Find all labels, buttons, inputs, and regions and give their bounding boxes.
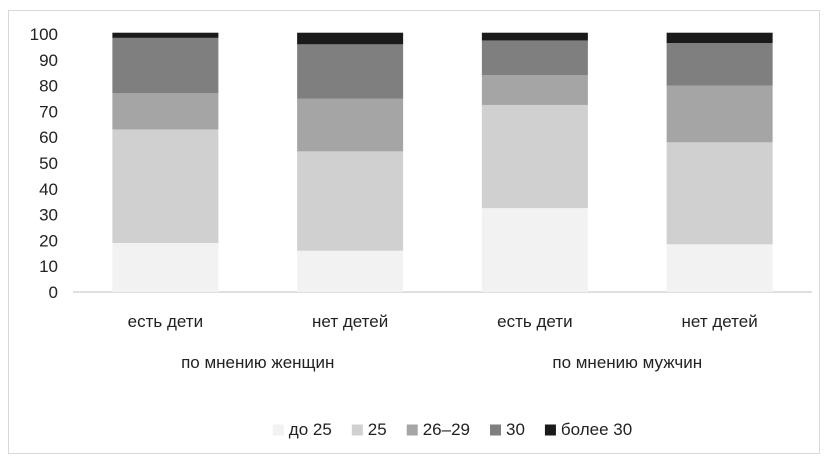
x-tick-label: есть дети (128, 312, 203, 331)
legend-label: более 30 (561, 420, 632, 439)
legend-label: 26–29 (423, 420, 470, 439)
y-tick-label: 10 (39, 257, 58, 276)
x-axis-labels: есть дети нет детей есть дети нет детей (128, 312, 758, 331)
bar-segment (297, 44, 404, 99)
legend-swatch (351, 424, 363, 436)
y-tick-label: 70 (39, 102, 58, 121)
legend: до 25 25 26–29 30 более 30 (272, 420, 632, 439)
y-tick-label: 40 (39, 180, 58, 199)
bar-segment (112, 129, 219, 243)
bar-segment (481, 32, 588, 41)
legend-swatch (490, 424, 502, 436)
y-tick-label: 30 (39, 206, 58, 225)
bar-segment (297, 151, 404, 251)
bar-segment (481, 40, 588, 76)
bar-segment (112, 32, 219, 38)
legend-item: более 30 (544, 420, 632, 439)
legend-item: до 25 (272, 420, 332, 439)
bar-segment (666, 244, 773, 292)
bar-segment (112, 242, 219, 292)
legend-item: 26–29 (406, 420, 470, 439)
legend-label: до 25 (289, 420, 332, 439)
legend-item: 30 (490, 420, 525, 439)
group-label: по мнению мужчин (552, 353, 702, 372)
bar-segment (666, 85, 773, 143)
y-tick-label: 20 (39, 231, 58, 250)
bar-segment (666, 43, 773, 86)
bar-segment (481, 104, 588, 209)
y-tick-label: 0 (49, 283, 58, 302)
x-tick-label: нет детей (312, 312, 388, 331)
bar-segment (297, 98, 404, 152)
bar-segment (666, 142, 773, 245)
x-tick-label: нет детей (682, 312, 758, 331)
bar-segment (297, 250, 404, 292)
bar-segment (481, 75, 588, 105)
legend-label: 25 (368, 420, 387, 439)
y-tick-label: 60 (39, 128, 58, 147)
y-tick-label: 80 (39, 77, 58, 96)
y-tick-label: 50 (39, 154, 58, 173)
y-tick-label: 90 (39, 51, 58, 70)
bar-segment (112, 37, 219, 94)
y-tick-label: 100 (30, 25, 58, 44)
bar-segment (297, 32, 404, 45)
legend-swatch (272, 424, 284, 436)
group-labels: по мнению женщин по мнению мужчин (181, 353, 702, 372)
legend-swatch (406, 424, 418, 436)
legend-label: 30 (506, 420, 525, 439)
x-tick-label: есть дети (497, 312, 572, 331)
group-label: по мнению женщин (181, 353, 334, 372)
bar-segment (666, 32, 773, 44)
bar-segment (112, 93, 219, 130)
legend-swatch (544, 424, 556, 436)
bar-segment (481, 208, 588, 292)
legend-item: 25 (351, 420, 387, 439)
bars (112, 32, 773, 292)
